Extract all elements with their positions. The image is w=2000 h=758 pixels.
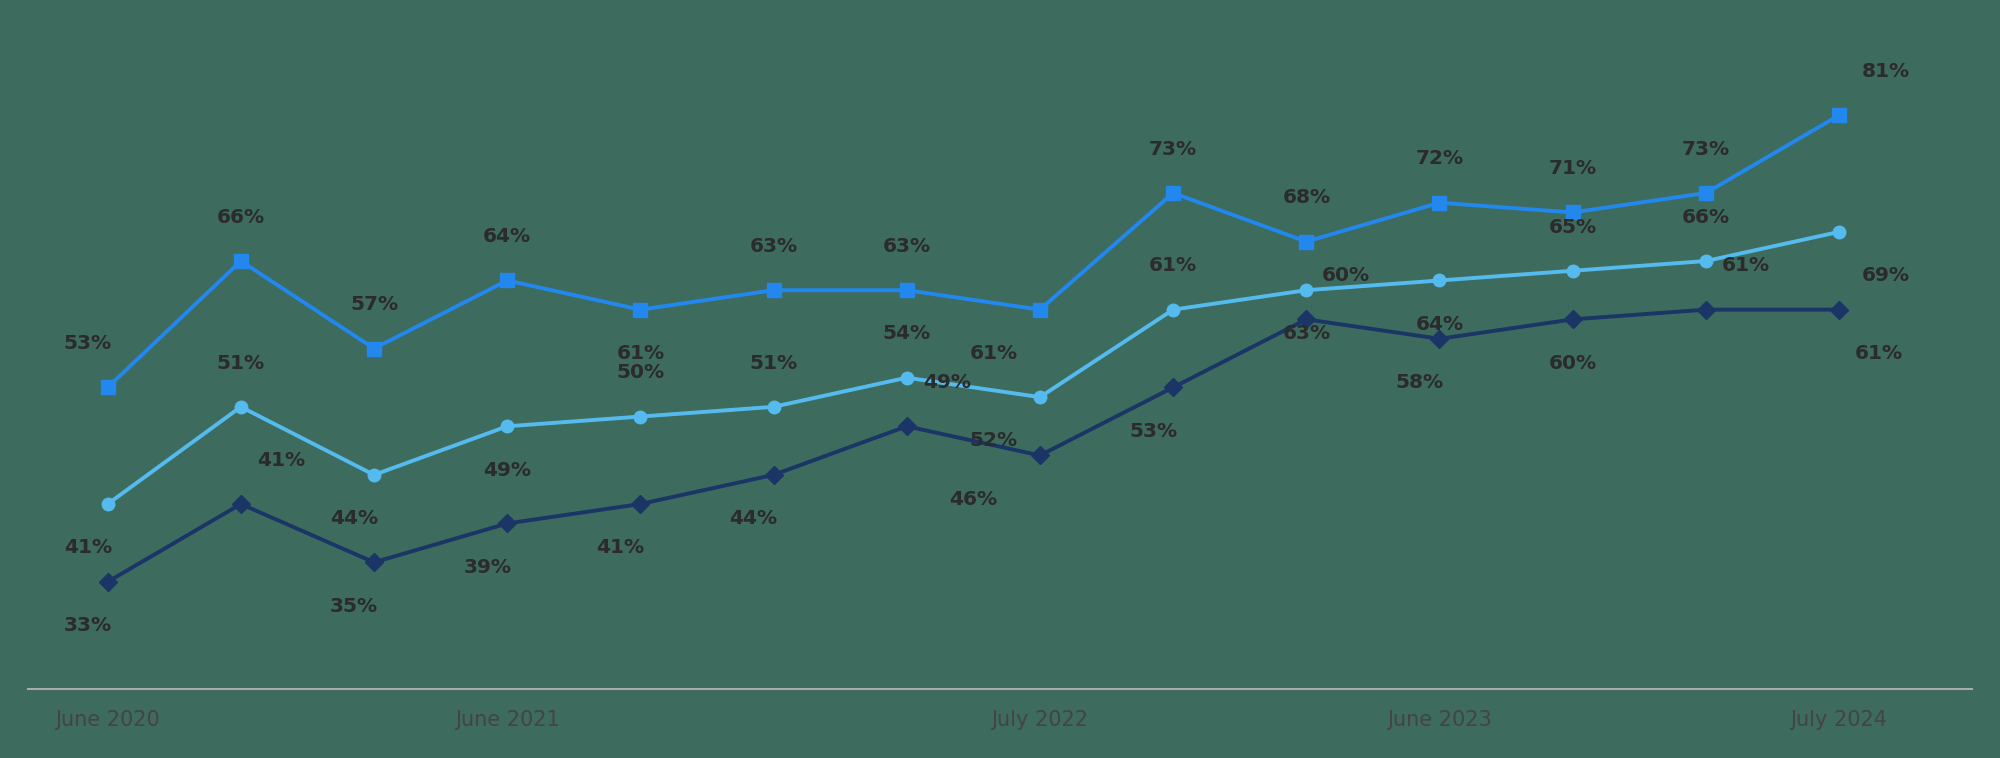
Text: 60%: 60% [1322,266,1370,285]
Text: 61%: 61% [1722,256,1770,275]
Text: 51%: 51% [216,353,264,373]
Text: 65%: 65% [1548,218,1596,236]
Text: 60%: 60% [1548,353,1596,373]
Text: 41%: 41% [64,538,112,557]
Text: 33%: 33% [64,616,112,635]
Text: 58%: 58% [1396,373,1444,392]
Text: 41%: 41% [256,451,304,470]
Text: 41%: 41% [596,538,644,557]
Text: 63%: 63% [1282,324,1330,343]
Text: 53%: 53% [64,334,112,353]
Text: 66%: 66% [1682,208,1730,227]
Text: 61%: 61% [1854,344,1904,363]
Text: 64%: 64% [1416,315,1464,334]
Text: 63%: 63% [750,237,798,256]
Text: 51%: 51% [750,353,798,373]
Text: 53%: 53% [1130,421,1178,440]
Text: 57%: 57% [350,296,398,315]
Text: 73%: 73% [1150,139,1198,158]
Text: 61%: 61% [616,344,664,363]
Text: 50%: 50% [616,363,664,382]
Text: 63%: 63% [882,237,930,256]
Text: 49%: 49% [484,461,532,480]
Text: 73%: 73% [1682,139,1730,158]
Text: 61%: 61% [970,344,1018,363]
Text: 72%: 72% [1416,149,1464,168]
Text: 39%: 39% [464,558,512,577]
Text: 35%: 35% [330,597,378,615]
Text: 49%: 49% [922,373,970,392]
Text: 44%: 44% [730,509,778,528]
Text: 71%: 71% [1548,159,1596,178]
Text: 69%: 69% [1862,266,1910,285]
Text: 68%: 68% [1282,189,1330,208]
Text: 46%: 46% [950,490,998,509]
Text: 61%: 61% [1150,256,1198,275]
Text: 81%: 81% [1862,62,1910,81]
Text: 44%: 44% [330,509,378,528]
Text: 66%: 66% [216,208,264,227]
Text: 64%: 64% [484,227,532,246]
Text: 52%: 52% [970,431,1018,450]
Text: 54%: 54% [882,324,930,343]
